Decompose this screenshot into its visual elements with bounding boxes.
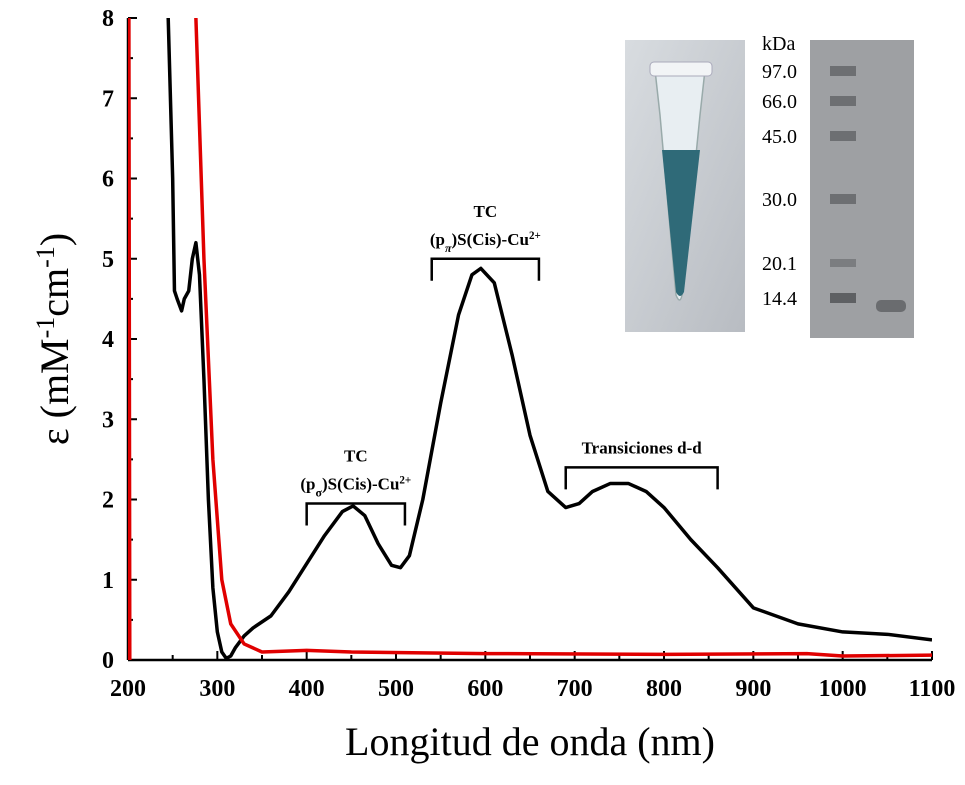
inset-marker: 30.0 bbox=[762, 189, 797, 211]
plot-area bbox=[128, 18, 932, 660]
bracket bbox=[564, 466, 719, 490]
y-tick-label: 2 bbox=[102, 488, 114, 514]
annotation: Transiciones d-d bbox=[582, 438, 703, 457]
x-tick-label: 700 bbox=[557, 676, 593, 702]
bracket bbox=[430, 257, 541, 281]
x-tick-label: 200 bbox=[110, 676, 146, 702]
text-part: )S(Cis)-Cu bbox=[452, 230, 529, 249]
inset-marker: 97.0 bbox=[762, 61, 797, 83]
y-tick-label: 0 bbox=[102, 648, 114, 674]
text-part: cm bbox=[32, 268, 77, 317]
text-part: (p bbox=[430, 230, 445, 249]
y-tick-label: 4 bbox=[102, 327, 114, 353]
inset-marker: 45.0 bbox=[762, 126, 797, 148]
x-axis-label: Longitud de onda (nm) bbox=[345, 719, 715, 764]
text-part: -1 bbox=[31, 317, 60, 339]
inset-marker: 20.1 bbox=[762, 253, 797, 275]
y-tick-label: 8 bbox=[102, 6, 114, 32]
y-tick-label: 6 bbox=[102, 167, 114, 193]
text-part: ) bbox=[32, 233, 77, 246]
x-tick-label: 800 bbox=[646, 676, 682, 702]
text-part: )S(Cis)-Cu bbox=[322, 475, 399, 494]
text-part: Transiciones d-d bbox=[582, 438, 703, 457]
text-part: 2+ bbox=[529, 230, 541, 242]
inset-gel bbox=[810, 40, 914, 338]
y-tick-label: 3 bbox=[102, 407, 114, 433]
y-tick-label: 5 bbox=[102, 247, 114, 273]
text-part: (p bbox=[300, 475, 315, 494]
data-line bbox=[128, 18, 932, 660]
x-tick-label: 400 bbox=[289, 676, 325, 702]
text-part: σ bbox=[315, 486, 322, 500]
y-tick-label: 1 bbox=[102, 568, 114, 594]
x-tick-label: 1100 bbox=[909, 676, 956, 702]
inset-photo bbox=[625, 40, 745, 332]
annotation: TC bbox=[344, 447, 368, 466]
y-axis-label: ε (mM-1cm-1) bbox=[31, 233, 78, 445]
bracket bbox=[305, 502, 407, 526]
annotation: TC bbox=[474, 202, 498, 221]
inset-marker: 66.0 bbox=[762, 91, 797, 113]
text-part: π bbox=[445, 241, 452, 255]
inset-unit: kDa bbox=[762, 33, 795, 55]
text-part: TC bbox=[474, 202, 498, 221]
text-part: -1 bbox=[31, 246, 60, 268]
annotation: (pσ)S(Cis)-Cu2+ bbox=[300, 475, 411, 500]
y-tick-label: 7 bbox=[102, 86, 114, 112]
x-tick-label: 1000 bbox=[819, 676, 867, 702]
x-tick-label: 600 bbox=[467, 676, 503, 702]
inset-marker: 14.4 bbox=[762, 288, 797, 310]
text-part: 2+ bbox=[399, 475, 411, 487]
annotation: (pπ)S(Cis)-Cu2+ bbox=[430, 230, 541, 255]
x-tick-label: 900 bbox=[735, 676, 771, 702]
x-tick-label: 300 bbox=[199, 676, 235, 702]
text-part: TC bbox=[344, 447, 368, 466]
x-tick-label: 500 bbox=[378, 676, 414, 702]
data-line bbox=[166, 18, 932, 660]
inset-labels: kDa 97.0 66.0 45.0 30.0 20.1 14.4 bbox=[762, 33, 797, 310]
text-part: ε (mM bbox=[32, 338, 77, 445]
